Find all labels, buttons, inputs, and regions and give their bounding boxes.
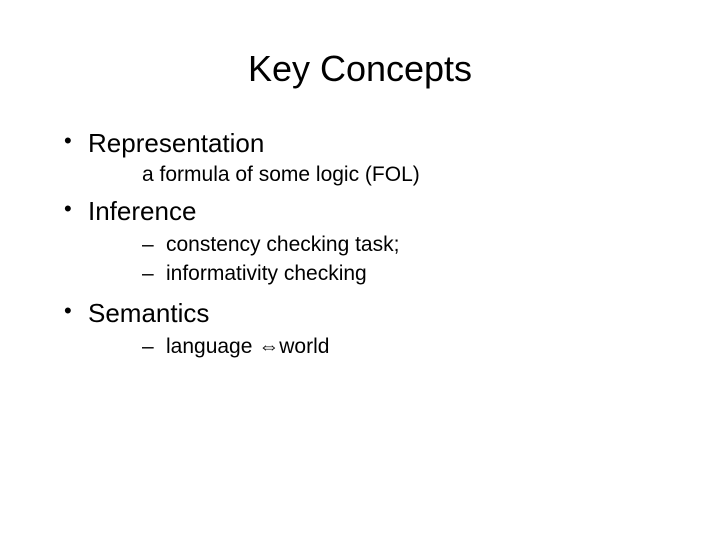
list-item-label: Semantics (88, 298, 209, 328)
list-item-label: Inference (88, 196, 196, 226)
list-item-note: a formula of some logic (FOL) (88, 161, 720, 188)
sub-list-item: constency checking task; (142, 231, 720, 259)
sub-list: language ⇔world (88, 333, 720, 361)
list-item: Representation a formula of some logic (… (64, 126, 720, 188)
sub-list-item-label: informativity checking (166, 262, 367, 285)
list-item: Inference constency checking task; infor… (64, 194, 720, 288)
list-item-label: Representation (88, 128, 264, 158)
list-item: Semantics language ⇔world (64, 296, 720, 361)
sub-list-item-label: constency checking task; (166, 233, 399, 256)
sub-list-item: language ⇔world (142, 333, 720, 361)
sub-list-item: informativity checking (142, 260, 720, 288)
sub-list-item-label: language ⇔world (166, 335, 329, 358)
sub-list: constency checking task; informativity c… (88, 231, 720, 288)
slide: Key Concepts Representation a formula of… (0, 0, 720, 540)
bullet-list: Representation a formula of some logic (… (0, 126, 720, 362)
slide-title: Key Concepts (0, 48, 720, 90)
